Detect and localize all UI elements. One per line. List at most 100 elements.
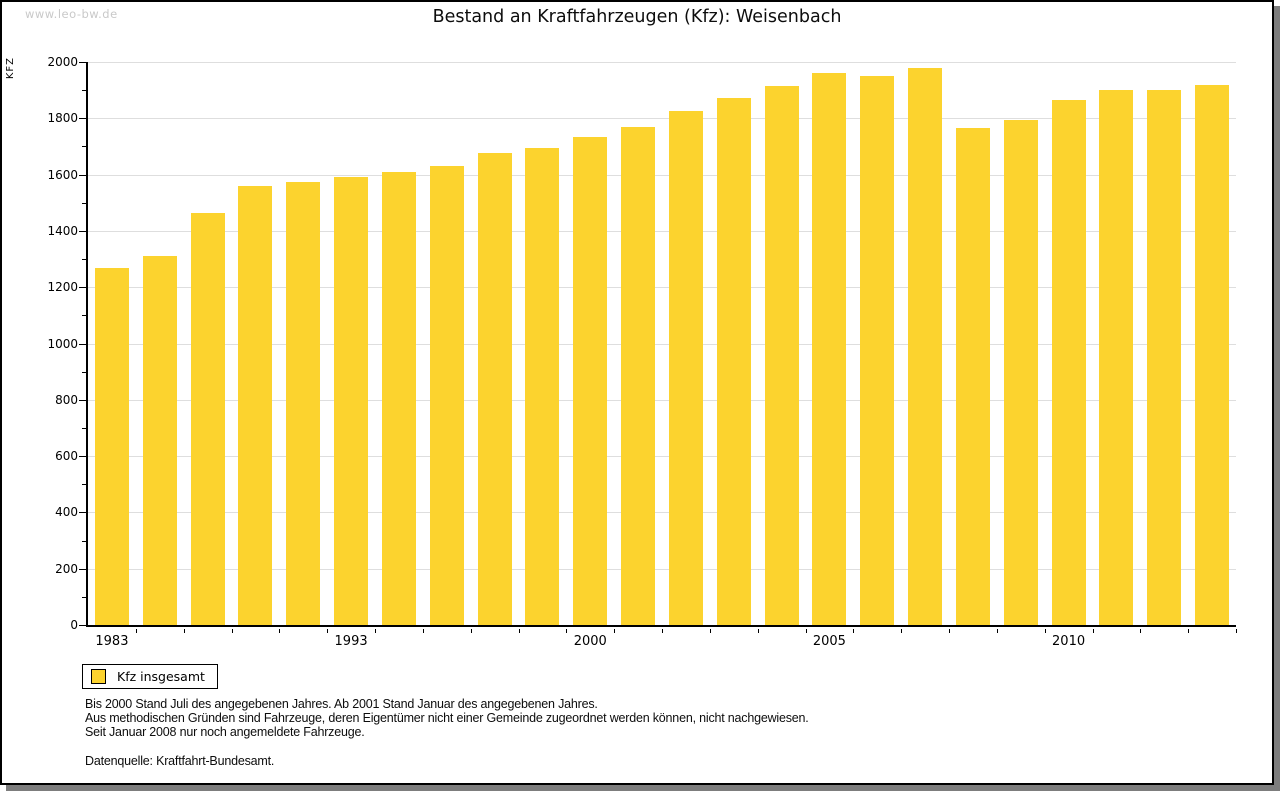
y-axis-label: KFZ	[5, 57, 16, 80]
y-tick-label: 1400	[47, 223, 78, 238]
y-tick-label: 600	[55, 449, 78, 464]
x-axis-tick	[1188, 629, 1189, 633]
data-source: Datenquelle: Kraftfahrt-Bundesamt.	[85, 754, 275, 768]
bar	[1099, 89, 1134, 625]
x-axis-tick	[566, 629, 567, 633]
x-axis-tick	[758, 629, 759, 633]
bar	[1051, 100, 1086, 625]
gridline	[88, 568, 1236, 570]
bar	[477, 152, 512, 625]
y-tick-label: 200	[55, 561, 78, 576]
bar	[1147, 89, 1182, 625]
x-axis-tick	[184, 629, 185, 633]
bar	[334, 176, 369, 625]
y-tick-label: 0	[70, 618, 78, 632]
bar	[381, 172, 416, 625]
gridline	[88, 512, 1236, 514]
watermark: www.leo-bw.de	[25, 7, 118, 21]
bar	[621, 126, 656, 625]
x-axis-tick	[949, 629, 950, 633]
y-tick-label: 800	[55, 392, 78, 407]
footnote-line: Bis 2000 Stand Juli des angegebenen Jahr…	[85, 697, 598, 711]
x-tick-label: 2005	[812, 634, 846, 649]
y-tick-label: 1800	[47, 111, 78, 126]
x-tick-label: 2010	[1052, 634, 1086, 649]
y-axis-tick	[79, 174, 86, 176]
gridline	[88, 399, 1236, 401]
bar	[812, 72, 847, 625]
plot-area: 0 200 400 600 800 1000 1200 1400 1600 1800 2000 198…	[47, 55, 1237, 649]
bar	[94, 268, 129, 625]
y-axis-tick	[79, 568, 86, 570]
y-tick-label: 1000	[47, 336, 78, 351]
y-tick-label: 400	[55, 505, 78, 520]
y-tick-label: 1600	[47, 167, 78, 182]
bar	[238, 185, 273, 625]
y-axis-tick	[79, 512, 86, 514]
bar	[955, 127, 990, 625]
gridline	[88, 456, 1236, 458]
legend-label: Kfz insgesamt	[117, 669, 205, 684]
bar	[573, 136, 608, 625]
bar	[286, 182, 321, 625]
chart-title: Bestand an Kraftfahrzeugen (Kfz): Weisen…	[432, 7, 842, 27]
y-axis-minor-tick	[82, 146, 86, 148]
gridline	[88, 287, 1236, 289]
x-axis-tick	[1236, 629, 1237, 633]
x-axis-tick	[375, 629, 376, 633]
x-axis-tick	[471, 629, 472, 633]
y-axis-minor-tick	[82, 371, 86, 373]
y-tick-label: 2000	[47, 55, 78, 69]
y-axis-minor-tick	[82, 90, 86, 92]
x-axis-tick	[232, 629, 233, 633]
legend-box: Kfz insgesamt	[82, 664, 218, 689]
x-tick-label: 2000	[573, 634, 607, 649]
gridline	[88, 118, 1236, 120]
x-axis-tick	[710, 629, 711, 633]
x-axis-tick	[136, 629, 137, 633]
y-axis-tick	[79, 343, 86, 345]
footnote-line: Aus methodischen Gründen sind Fahrzeuge,…	[85, 711, 809, 725]
x-axis-tick	[279, 629, 280, 633]
y-axis-minor-tick	[82, 315, 86, 317]
bar	[1003, 120, 1038, 625]
gridline	[88, 174, 1236, 176]
x-axis-tick	[901, 629, 902, 633]
bar	[142, 256, 177, 625]
bar	[1195, 84, 1230, 625]
x-axis-tick	[1045, 629, 1046, 633]
y-axis-minor-tick	[82, 540, 86, 542]
y-axis-tick	[79, 287, 86, 289]
x-axis-tick	[614, 629, 615, 633]
x-axis-tick	[327, 629, 328, 633]
y-axis-tick	[79, 456, 86, 458]
y-axis-minor-tick	[82, 202, 86, 204]
x-tick-label: 1983	[95, 634, 129, 649]
footnote-line: Seit Januar 2008 nur noch angemeldete Fa…	[85, 725, 365, 739]
y-axis-minor-tick	[82, 484, 86, 486]
bar	[860, 76, 895, 625]
x-axis-tick	[853, 629, 854, 633]
bar	[668, 110, 703, 625]
y-axis-tick	[79, 625, 86, 626]
x-tick-label: 1993	[334, 634, 368, 649]
y-tick-label: 1200	[47, 280, 78, 295]
y-axis-tick	[79, 62, 86, 63]
bar	[525, 148, 560, 625]
y-axis-minor-tick	[82, 427, 86, 429]
y-axis-tick	[79, 118, 86, 120]
bar	[716, 98, 751, 625]
x-axis-tick	[1140, 629, 1141, 633]
y-axis-tick	[79, 230, 86, 232]
x-axis-tick	[997, 629, 998, 633]
gridline	[88, 62, 1236, 63]
x-axis-tick	[423, 629, 424, 633]
legend-swatch-icon	[91, 669, 106, 684]
x-axis-tick	[1093, 629, 1094, 633]
bar	[429, 166, 464, 625]
bar	[908, 67, 943, 625]
y-axis-minor-tick	[82, 259, 86, 261]
x-axis-tick	[806, 629, 807, 633]
gridline	[88, 343, 1236, 345]
